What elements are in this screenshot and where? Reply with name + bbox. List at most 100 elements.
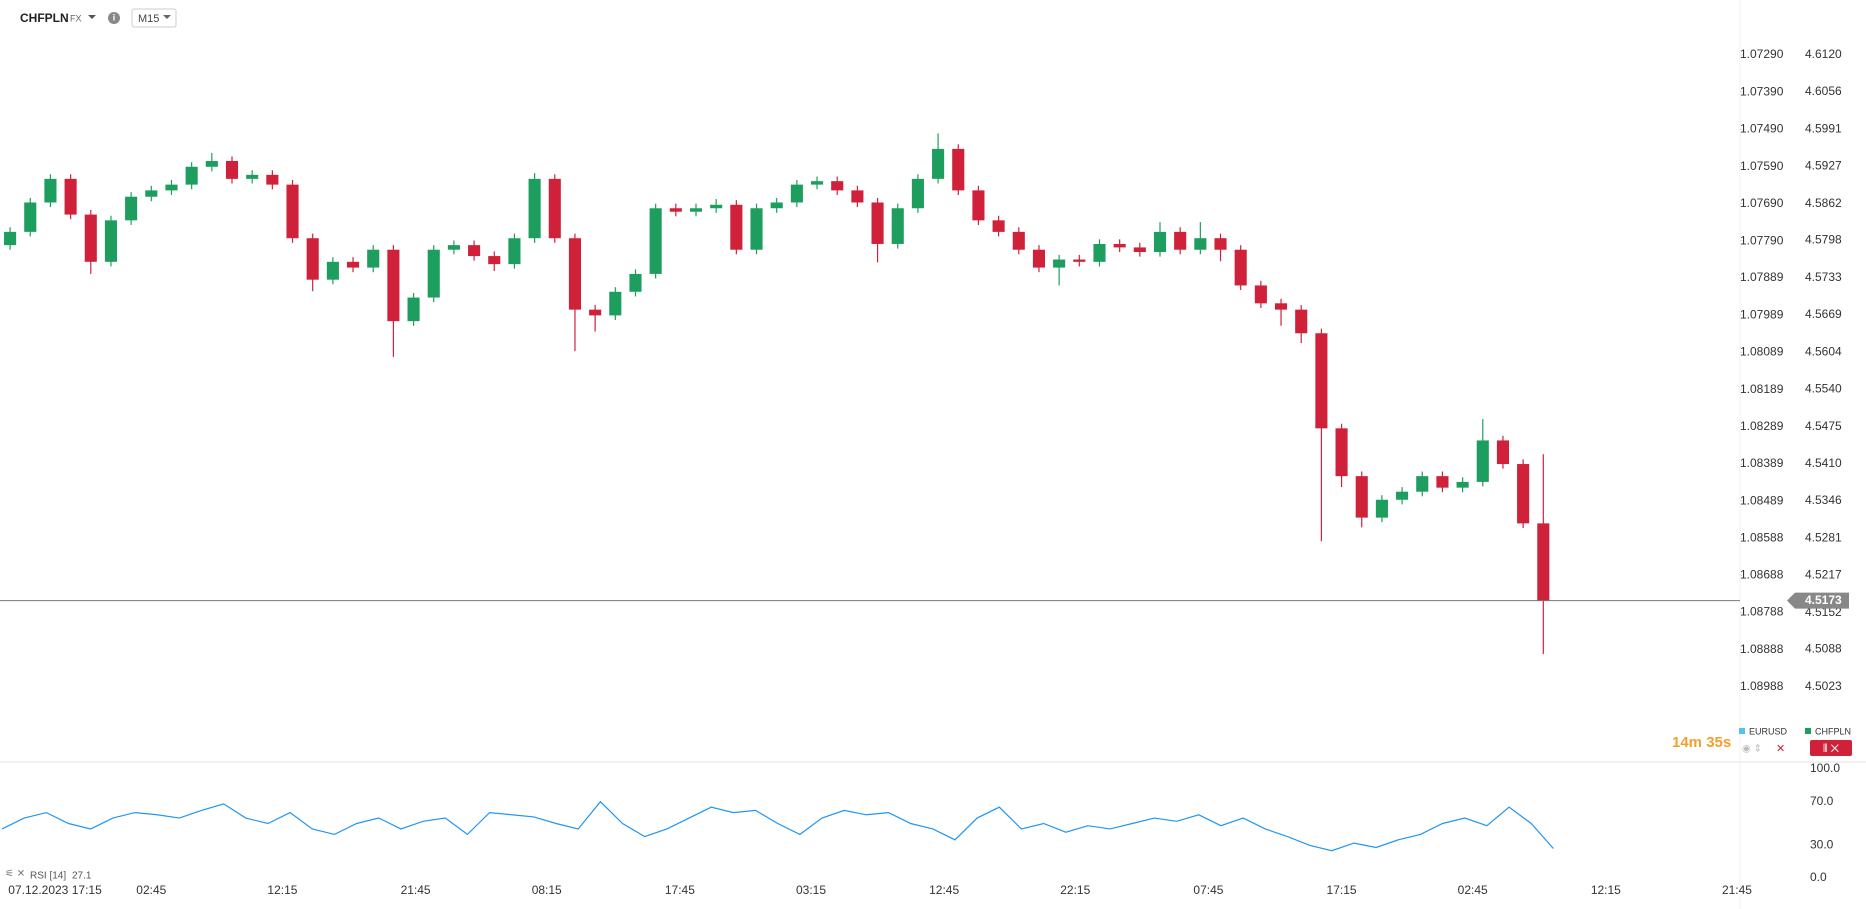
candle-body — [205, 161, 218, 167]
y-tick-label: 4.5023 — [1805, 679, 1842, 693]
y-tick-label: 4.5669 — [1805, 307, 1842, 321]
candle-body — [1436, 476, 1449, 488]
candle-body — [1335, 428, 1348, 477]
y2-tick-label: 1.07490 — [1740, 122, 1784, 136]
candle-body — [851, 190, 864, 203]
candle-body — [1537, 523, 1550, 601]
candle-body — [952, 148, 965, 191]
candle-body — [488, 256, 501, 265]
candle-body — [1032, 249, 1046, 268]
candle-body — [427, 249, 440, 298]
y2-tick-label: 1.07790 — [1740, 233, 1784, 247]
y2-tick-label: 1.07989 — [1740, 307, 1784, 321]
candle-body — [1053, 259, 1066, 268]
candle-body — [1194, 238, 1207, 250]
candle-body — [1214, 238, 1227, 250]
candle-body — [266, 174, 279, 185]
candle-body — [629, 273, 642, 292]
y-tick-label: 4.5540 — [1805, 381, 1842, 395]
price-tag-label: 4.5173 — [1805, 593, 1842, 607]
symbol[interactable]: CHFPLN — [20, 11, 69, 25]
y2-tick-label: 1.08189 — [1740, 382, 1784, 396]
y-tick-label: 4.5862 — [1805, 196, 1842, 210]
y-tick-label: 4.6056 — [1805, 84, 1842, 98]
market: FX — [70, 13, 82, 23]
plot: 4.6120 4.6056 4.5991 4.5927 4.5862 4.5798 4.57… — [0, 47, 1849, 897]
y-tick-label: 4.5346 — [1805, 493, 1842, 507]
y2-tick-label: 1.08489 — [1740, 493, 1784, 507]
candle-body — [1174, 231, 1187, 250]
candle-body — [1476, 440, 1489, 482]
candle-body — [367, 249, 380, 268]
candle-body — [891, 208, 904, 244]
candle-body — [387, 249, 400, 322]
candle-body — [145, 190, 158, 197]
candle-body — [911, 178, 924, 209]
y-tick-label: 4.5733 — [1805, 270, 1842, 284]
candle-body — [4, 231, 17, 246]
info-glyph: i — [113, 12, 116, 22]
legend-entry[interactable]: EURUSD — [1749, 726, 1788, 736]
candle-body — [810, 181, 824, 185]
candle-body — [1093, 243, 1106, 262]
candle-body — [1456, 481, 1469, 488]
candle-body — [770, 202, 783, 209]
rsi-tick-label: 0.0 — [1810, 870, 1827, 884]
y-tick-label: 4.5281 — [1805, 531, 1842, 545]
y2-tick-label: 1.08988 — [1740, 679, 1784, 693]
x-tick-label: 17:45 — [665, 883, 695, 897]
chfpln-controls[interactable] — [1810, 740, 1852, 756]
timeframe-box[interactable] — [131, 8, 177, 28]
candle-body — [1274, 303, 1288, 310]
symbol-dropdown[interactable] — [88, 15, 96, 19]
y2-tick-label: 1.07690 — [1740, 196, 1784, 210]
price-tag — [1787, 592, 1849, 609]
candle-body — [225, 161, 239, 179]
x-tick-label: 12:15 — [267, 883, 297, 897]
y2-tick-label: 1.07290 — [1740, 47, 1784, 61]
y2-tick-label: 1.07590 — [1740, 159, 1784, 173]
candle-body — [125, 196, 138, 221]
candle-body — [246, 174, 259, 179]
x-tick-label: 17:15 — [1327, 883, 1357, 897]
timeframe[interactable]: M15 — [138, 13, 159, 25]
candle-body — [346, 261, 360, 268]
candle-body — [1355, 476, 1368, 518]
remove-chfpln[interactable]: ⫴ ✕ — [1823, 743, 1839, 755]
candle-body — [568, 238, 582, 310]
candle-body — [609, 291, 622, 316]
rsi-tools[interactable]: ⚟ ✕ — [5, 869, 25, 880]
candle-body — [649, 208, 662, 274]
info-icon[interactable] — [108, 12, 120, 24]
x-tick-label: 21:45 — [401, 883, 431, 897]
candle-body — [669, 208, 682, 212]
candle-body — [1073, 259, 1086, 262]
candle-body — [407, 297, 420, 322]
y-tick-label: 4.5927 — [1805, 158, 1842, 172]
candle-body — [326, 261, 339, 280]
eye-icon[interactable]: ◉ ⇕ — [1742, 744, 1762, 755]
candle-body — [44, 178, 57, 203]
candle-body — [1133, 247, 1146, 253]
timeframe-dropdown[interactable] — [163, 15, 171, 19]
y-tick-label: 4.5475 — [1805, 419, 1842, 433]
legend-entry[interactable]: CHFPLN — [1815, 726, 1851, 736]
candle-body — [972, 190, 985, 221]
legend-swatch — [1805, 728, 1811, 734]
candle-body — [104, 220, 118, 262]
candle-body — [447, 245, 460, 250]
candle-body — [528, 178, 541, 239]
y-tick-label: 4.5798 — [1805, 233, 1842, 247]
candle-body — [1234, 249, 1247, 286]
candle-body — [1113, 243, 1126, 248]
remove-eurusd[interactable]: ✕ — [1776, 743, 1785, 755]
y2-tick-label: 1.07390 — [1740, 84, 1784, 98]
y2-tick-label: 1.07889 — [1740, 270, 1784, 284]
candle-body — [1416, 476, 1429, 492]
x-tick-label: 12:45 — [929, 883, 959, 897]
candle-body — [468, 245, 481, 257]
y-tick-label: 4.5991 — [1805, 121, 1842, 135]
rsi-line — [1, 800, 1554, 852]
candle-body — [710, 204, 723, 209]
